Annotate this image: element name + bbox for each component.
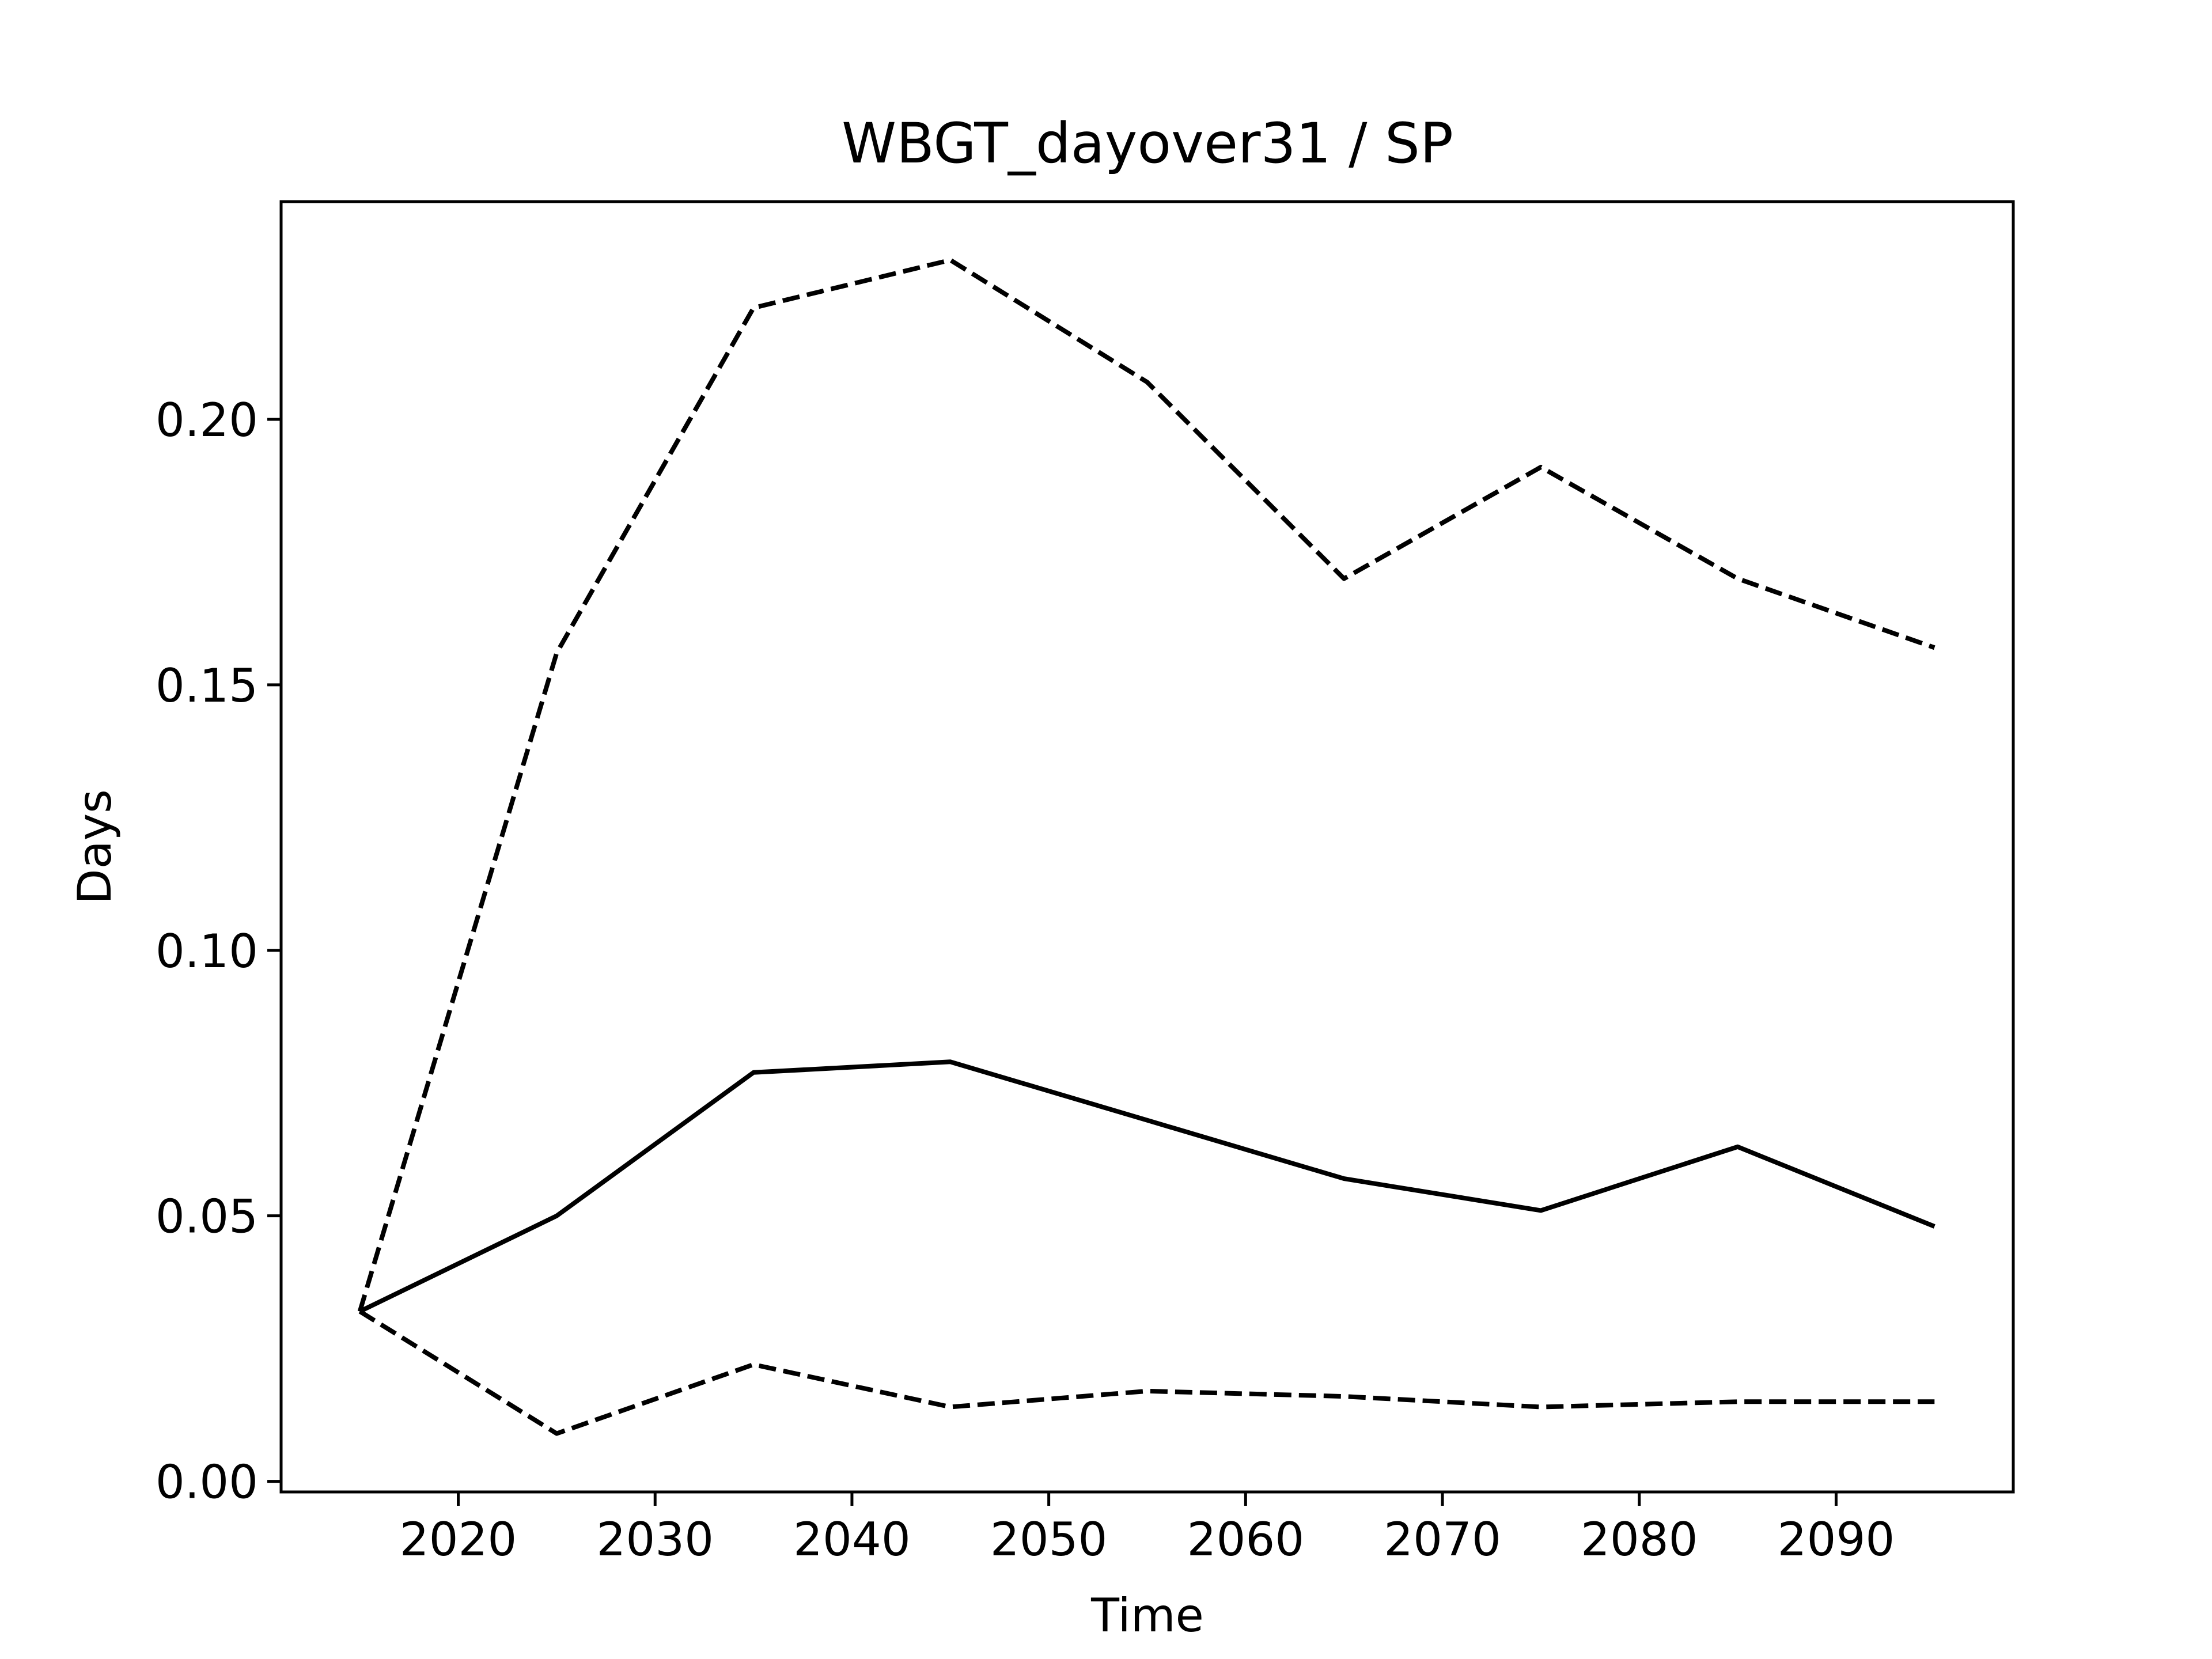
x-tick-label: 2090 [1778, 1513, 1895, 1566]
x-tick-label: 2040 [793, 1513, 911, 1566]
x-tick-label: 2080 [1581, 1513, 1698, 1566]
y-tick-label: 0.00 [156, 1456, 258, 1509]
y-tick-label: 0.20 [156, 393, 258, 447]
series-line-3-dashed [358, 1309, 1935, 1436]
x-tick-label: 2060 [1187, 1513, 1305, 1566]
y-axis: 0.00 0.05 0.10 0.15 0.20 [156, 393, 281, 1509]
series-line-2-dashed [357, 257, 1936, 1312]
y-axis-label: Days [68, 789, 122, 904]
plot-area [279, 200, 2015, 1494]
x-tick-label: 2050 [990, 1513, 1108, 1566]
chart-title: WBGT_dayover31 / SP [842, 111, 1453, 176]
y-tick-label: 0.15 [156, 659, 258, 713]
x-axis-label: Time [1090, 1589, 1204, 1642]
x-axis: 2020 2030 2040 2050 2060 2070 2080 2090 [400, 1492, 1895, 1566]
plot-frame [279, 200, 2015, 1494]
x-tick-label: 2020 [400, 1513, 517, 1566]
series-layer [357, 257, 1936, 1436]
series-line-1-solid [358, 1059, 1936, 1314]
x-tick-label: 2030 [596, 1513, 714, 1566]
y-tick-label: 0.10 [156, 925, 258, 978]
x-tick-label: 2070 [1384, 1513, 1501, 1566]
y-tick-label: 0.05 [156, 1190, 258, 1244]
